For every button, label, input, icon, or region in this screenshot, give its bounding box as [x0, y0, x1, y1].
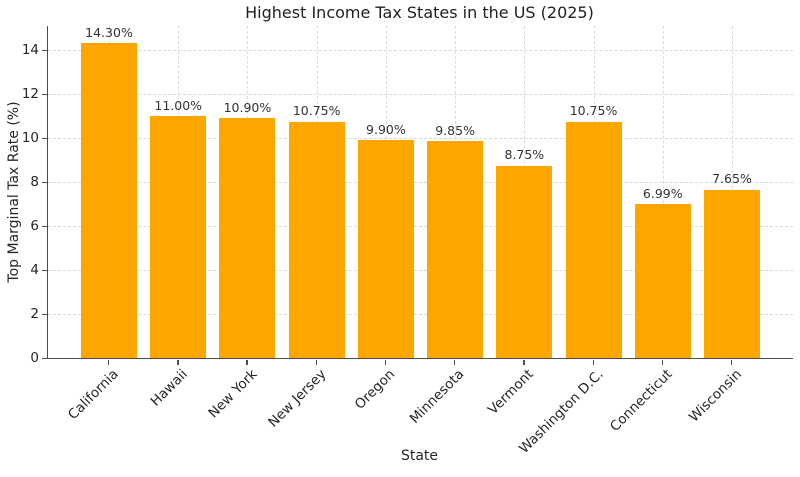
vertical-gridline [662, 26, 664, 358]
y-tick-label: 2 [30, 305, 39, 322]
bar-slot: 9.85% [427, 26, 484, 358]
x-tick-label: Connecticut [606, 366, 676, 435]
bar-slot: 14.30% [81, 25, 137, 358]
bar-value-label: 11.00% [154, 97, 203, 113]
bar-hawaii [150, 116, 207, 358]
bar-slot: 10.75% [288, 26, 345, 358]
y-tick-label: 8 [30, 173, 39, 190]
y-tick-mark [42, 358, 47, 360]
bar-value-label: 14.30% [85, 25, 133, 41]
bar-oregon [357, 140, 414, 358]
bar-value-label: 10.75% [569, 103, 618, 119]
bar-value-label: 10.90% [223, 99, 272, 115]
bar-new-york [219, 118, 276, 358]
bar-value-label: 10.75% [292, 103, 341, 119]
y-tick-mark [42, 49, 47, 52]
horizontal-gridline [48, 93, 793, 95]
bar-minnesota [427, 141, 484, 358]
bar-washington-d-c- [565, 121, 622, 358]
bar-slot: 7.65% [703, 26, 760, 358]
x-tick-mark [454, 359, 456, 365]
y-tick-mark [42, 269, 47, 272]
y-tick-label: 14 [21, 41, 39, 58]
horizontal-gridline [48, 137, 793, 139]
bar-slot: 6.99% [634, 26, 691, 358]
bar-value-label: 8.75% [504, 147, 545, 163]
chart-title: Highest Income Tax States in the US (202… [245, 3, 594, 22]
x-tick-label: Minnesota [407, 366, 468, 427]
x-tick-label: New Jersey [264, 366, 330, 431]
horizontal-gridline [48, 49, 793, 51]
x-tick-label: California [64, 366, 122, 423]
x-tick-mark [731, 359, 733, 365]
bar-slot: 8.75% [496, 26, 553, 358]
bar-slot: 10.75% [565, 26, 622, 358]
bar-value-label: 6.99% [642, 185, 683, 201]
horizontal-gridline [48, 225, 793, 227]
bars-row: 14.30% 11.00% 10.90% 10.75% 9.90% 9.85% 8.75% 1… [48, 25, 793, 358]
bar-slot: 11.00% [150, 26, 207, 358]
bar-slot: 9.90% [357, 26, 414, 358]
x-tick-label: Oregon [352, 366, 399, 413]
x-tick-mark [177, 359, 179, 365]
bar-value-label: 7.65% [712, 171, 752, 187]
y-tick-mark [42, 225, 47, 228]
horizontal-gridline [48, 313, 793, 315]
bar-vermont [496, 165, 553, 358]
x-axis-label: State [400, 448, 439, 464]
x-tick-mark [246, 359, 248, 365]
y-tick-mark [42, 313, 47, 316]
x-tick-label: Hawaii [147, 366, 191, 410]
y-tick-label: 10 [21, 129, 39, 146]
bar-wisconsin [703, 189, 760, 358]
x-tick-label: Wisconsin [685, 366, 745, 426]
x-tick-mark [661, 359, 664, 365]
x-tick-label: New York [205, 366, 261, 422]
bar-connecticut [634, 204, 691, 358]
y-tick-label: 6 [30, 217, 39, 234]
y-tick-label: 0 [30, 350, 39, 366]
x-tick-mark [592, 359, 594, 365]
y-tick-label: 12 [21, 85, 39, 102]
x-tick-mark [108, 359, 110, 365]
x-tick-mark [384, 359, 387, 365]
horizontal-gridline [48, 181, 793, 183]
y-tick-mark [42, 93, 47, 96]
bar-slot: 10.90% [219, 26, 276, 358]
y-tick-mark [42, 181, 47, 184]
bar-new-jersey [288, 121, 345, 358]
x-tick-label: Vermont [485, 366, 537, 418]
x-tick-mark [315, 359, 317, 365]
y-tick-label: 4 [30, 261, 39, 278]
horizontal-gridline [48, 269, 793, 271]
bar-california [81, 43, 137, 358]
bar-value-label: 9.85% [435, 122, 475, 138]
x-tick-mark [523, 359, 525, 365]
bar-value-label: 9.90% [366, 121, 406, 137]
plot-area: 14.30% 11.00% 10.90% 10.75% 9.90% 9.85% 8.75% 1… [47, 25, 793, 359]
y-tick-mark [42, 137, 47, 140]
